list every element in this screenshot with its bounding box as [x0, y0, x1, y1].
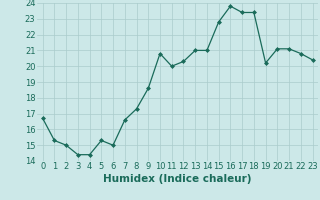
X-axis label: Humidex (Indice chaleur): Humidex (Indice chaleur) — [103, 174, 252, 184]
